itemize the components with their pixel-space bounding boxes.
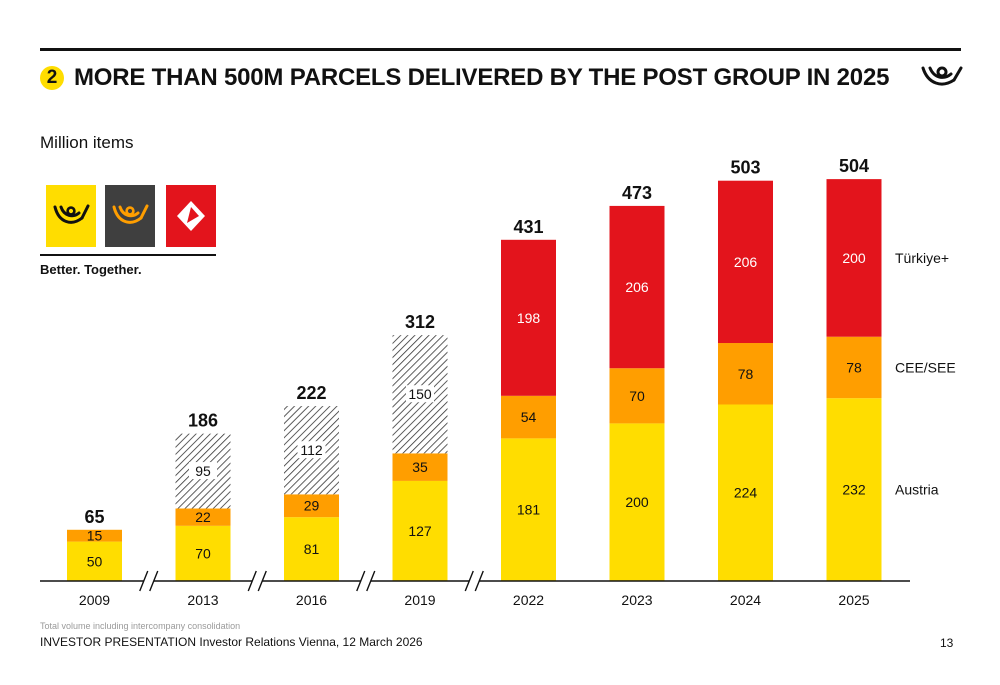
bar-segment-cee-see-2022 [501,395,556,439]
axis-break-after-2016 [356,570,376,592]
bar-segment-austria-2024 [718,404,773,581]
data-label-cee-see-2009: 15 [87,528,103,544]
footnote: Total volume including intercompany cons… [40,621,241,631]
x-tick-label-2023: 2023 [621,592,652,608]
data-label-cee-see-2025: 78 [846,359,862,375]
data-label-austria-2025: 232 [842,482,866,498]
x-tick-label-2022: 2022 [513,592,544,608]
total-label-2019: 312 [405,312,435,332]
bar-segment-austria-2019 [392,480,448,581]
bar-segment-cee-see-2019 [392,453,448,481]
axis-break-after-2009 [139,570,159,592]
data-label-austria-2019: 127 [408,523,432,539]
axis-break-after-2013 [247,570,267,592]
section-number-badge: 2 [40,66,64,90]
data-label-cee-see-2016: 29 [304,498,320,514]
total-label-2022: 431 [513,217,543,237]
brand-rule [40,254,216,256]
bar-segment-cee-see-2024 [718,343,773,405]
footer-text: INVESTOR PRESENTATION Investor Relations… [40,635,423,649]
bar-segment-austria-2023 [609,423,665,581]
data-label-bg-2013 [189,462,217,480]
bar-segment-cee-see-2025 [826,336,882,399]
data-label-austria-2009: 50 [87,553,103,569]
data-label-hatched-2016: 112 [300,442,323,458]
data-label-bg-2016 [297,441,326,459]
post-horn-logo-icon [920,62,964,92]
total-label-2023: 473 [622,183,652,203]
unit-label: Million items [40,133,134,152]
total-label-2016: 222 [296,383,326,403]
bar-segment-cee-see-2009 [67,529,122,542]
austrian-post-logo-icon [46,185,96,247]
cee-post-logo-icon [105,185,155,247]
bar-segment-t-rkiye-2022 [501,239,556,396]
x-tick-label-2016: 2016 [296,592,327,608]
data-label-cee-see-2024: 78 [738,366,754,382]
data-label-cee-see-2013: 22 [195,509,211,525]
data-label-cee-see-2022: 54 [521,409,537,425]
bar-segment-austria-2022 [501,438,556,581]
data-label-hatched-2019: 150 [408,386,432,402]
top-rule [40,48,961,51]
data-label-cee-see-2019: 35 [412,459,428,475]
total-label-2024: 503 [730,158,760,178]
bar-segment-austria-2016 [284,517,339,581]
data-label-austria-2016: 81 [304,541,320,557]
x-tick-label-2009: 2009 [79,592,110,608]
legend-austria: Austria [895,482,939,498]
aras-kargo-logo-icon [166,185,216,247]
x-tick-label-2013: 2013 [187,592,218,608]
bar-segment-austria-2009 [67,541,122,581]
data-label-austria-2023: 200 [625,494,649,510]
data-label-hatched-2013: 95 [195,463,211,479]
bar-segment-t-rkiye-2023 [609,205,665,369]
bar-segment-austria-2025 [826,398,882,581]
bar-segment-cee-see-2016 [284,494,339,518]
data-label-t-rkiye-2025: 200 [842,250,866,266]
x-tick-label-2019: 2019 [404,592,435,608]
legend-t-rkiye: Türkiye+ [895,250,949,266]
x-tick-label-2024: 2024 [730,592,761,608]
data-label-t-rkiye-2022: 198 [517,310,541,326]
page-title: MORE THAN 500M PARCELS DELIVERED BY THE … [74,64,890,91]
brand-tagline: Better. Together. [40,262,142,277]
data-label-bg-2019 [406,385,434,403]
axis-break-after-2019 [464,570,484,592]
total-label-2013: 186 [188,411,218,431]
data-label-t-rkiye-2023: 206 [625,279,649,295]
page-number: 13 [940,636,954,650]
data-label-cee-see-2023: 70 [629,388,645,404]
data-label-t-rkiye-2024: 206 [734,254,758,270]
bar-segment-t-rkiye-2024 [718,180,773,344]
bar-segment-t-rkiye-2025 [826,179,882,337]
x-tick-label-2025: 2025 [838,592,869,608]
data-label-austria-2022: 181 [517,502,541,518]
bar-segment-cee-see-2013 [175,508,231,526]
data-label-austria-2013: 70 [195,545,211,561]
bar-segment-cee-see-2023 [609,368,665,424]
total-label-2025: 504 [839,156,869,176]
data-label-austria-2024: 224 [734,485,758,501]
bar-segment-austria-2013 [175,525,231,581]
total-label-2009: 65 [84,507,104,527]
legend-cee-see: CEE/SEE [895,359,956,375]
